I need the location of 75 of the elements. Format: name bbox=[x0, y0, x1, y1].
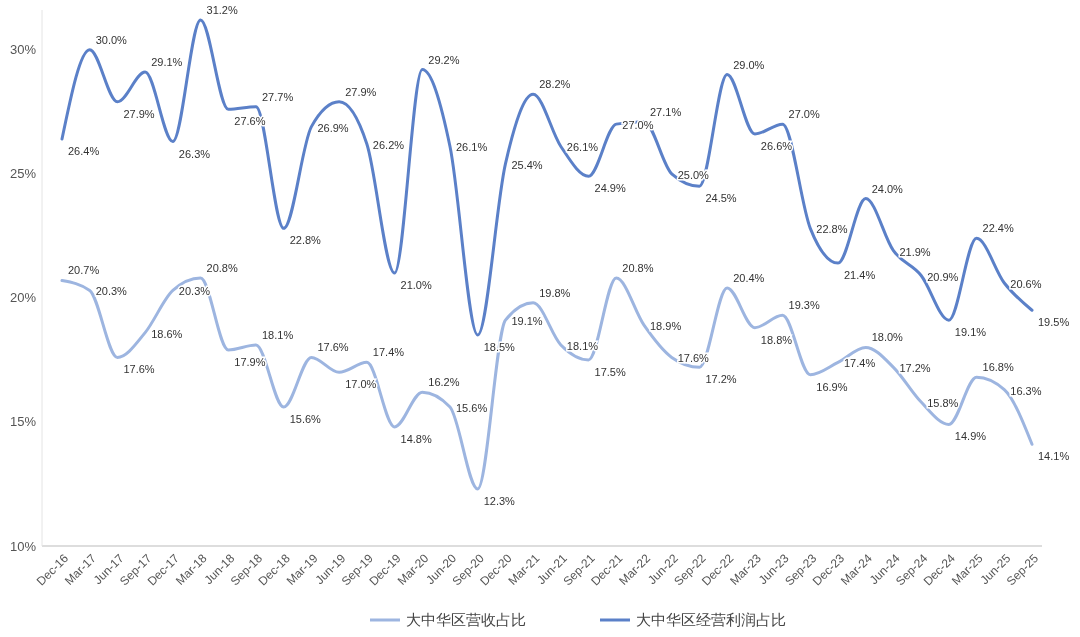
data-label: 26.3% bbox=[178, 147, 211, 160]
data-label: 29.0% bbox=[733, 58, 765, 71]
data-label: 20.7% bbox=[68, 264, 100, 277]
data-label: 19.5% bbox=[1038, 316, 1070, 329]
data-label: 17.6% bbox=[677, 352, 710, 365]
data-label: 16.3% bbox=[1010, 384, 1042, 397]
data-label: 20.8% bbox=[206, 262, 238, 274]
data-label: 24.9% bbox=[594, 182, 626, 195]
legend-label: 大中华区经营利润占比 bbox=[636, 611, 786, 629]
data-label: 17.9% bbox=[234, 355, 266, 368]
data-label: 18.0% bbox=[871, 331, 904, 344]
y-tick-label: 25% bbox=[9, 166, 37, 182]
data-label: 16.8% bbox=[982, 361, 1014, 374]
data-label: 19.1% bbox=[511, 315, 543, 328]
data-label: 15.6% bbox=[456, 402, 488, 415]
data-label: 16.2% bbox=[428, 376, 460, 389]
data-label: 14.1% bbox=[1038, 450, 1070, 463]
data-label: 17.4% bbox=[844, 357, 876, 370]
data-label: 17.5% bbox=[594, 365, 626, 378]
data-label: 17.4% bbox=[372, 346, 405, 359]
data-label: 31.2% bbox=[206, 3, 238, 16]
data-label: 22.8% bbox=[289, 234, 322, 247]
data-label: 17.6% bbox=[123, 363, 155, 376]
data-label: 19.1% bbox=[954, 326, 987, 339]
data-label: 29.1% bbox=[151, 56, 183, 69]
data-label: 26.1% bbox=[456, 141, 488, 154]
data-label: 17.6% bbox=[317, 341, 349, 354]
data-label: 26.4% bbox=[68, 145, 100, 158]
data-label: 30.0% bbox=[95, 33, 128, 46]
data-label: 14.9% bbox=[954, 430, 987, 443]
data-label: 27.0% bbox=[788, 108, 820, 121]
data-label: 21.9% bbox=[899, 245, 931, 258]
data-label: 27.7% bbox=[262, 90, 294, 103]
data-label: 17.0% bbox=[345, 378, 377, 391]
data-label: 15.6% bbox=[289, 413, 322, 426]
data-label: 26.2% bbox=[372, 139, 405, 151]
data-label: 18.5% bbox=[483, 341, 516, 354]
data-label: 20.4% bbox=[733, 271, 765, 284]
y-tick-label: 15% bbox=[9, 414, 37, 430]
legend-label: 大中华区营收占比 bbox=[406, 611, 526, 629]
data-label: 20.6% bbox=[1010, 277, 1042, 290]
data-label: 15.8% bbox=[927, 397, 959, 410]
data-label: 18.1% bbox=[262, 329, 294, 341]
data-label: 14.8% bbox=[400, 432, 432, 445]
data-label: 27.1% bbox=[650, 105, 682, 118]
data-label: 18.6% bbox=[151, 327, 183, 340]
data-label: 17.2% bbox=[705, 373, 737, 386]
data-label: 24.0% bbox=[871, 182, 904, 195]
data-label: 22.4% bbox=[982, 222, 1014, 235]
data-label: 12.3% bbox=[483, 494, 516, 507]
data-label: 20.9% bbox=[927, 270, 959, 283]
data-label: 26.9% bbox=[317, 121, 349, 134]
data-label: 19.8% bbox=[539, 286, 571, 299]
data-label: 21.0% bbox=[400, 279, 432, 292]
data-label: 21.4% bbox=[844, 269, 876, 282]
data-label: 22.8% bbox=[816, 223, 848, 236]
y-tick-label: 20% bbox=[9, 290, 37, 306]
data-label: 17.2% bbox=[899, 362, 931, 375]
data-label: 18.8% bbox=[760, 333, 793, 346]
data-label: 19.3% bbox=[788, 299, 820, 312]
data-label: 26.1% bbox=[566, 141, 599, 154]
data-label: 25.4% bbox=[511, 158, 543, 171]
data-label: 16.9% bbox=[816, 380, 848, 393]
data-label: 27.9% bbox=[345, 85, 377, 98]
data-label: 28.2% bbox=[539, 78, 571, 91]
data-label: 24.5% bbox=[705, 192, 737, 205]
data-label: 20.3% bbox=[178, 285, 211, 298]
data-label: 20.8% bbox=[622, 262, 654, 274]
data-label: 27.9% bbox=[123, 107, 155, 120]
y-tick-label: 30% bbox=[9, 42, 37, 58]
data-label: 29.2% bbox=[428, 53, 460, 66]
y-tick-label: 10% bbox=[9, 538, 37, 554]
data-label: 20.3% bbox=[95, 285, 128, 298]
data-label: 18.1% bbox=[566, 340, 599, 352]
data-label: 18.9% bbox=[650, 320, 682, 333]
